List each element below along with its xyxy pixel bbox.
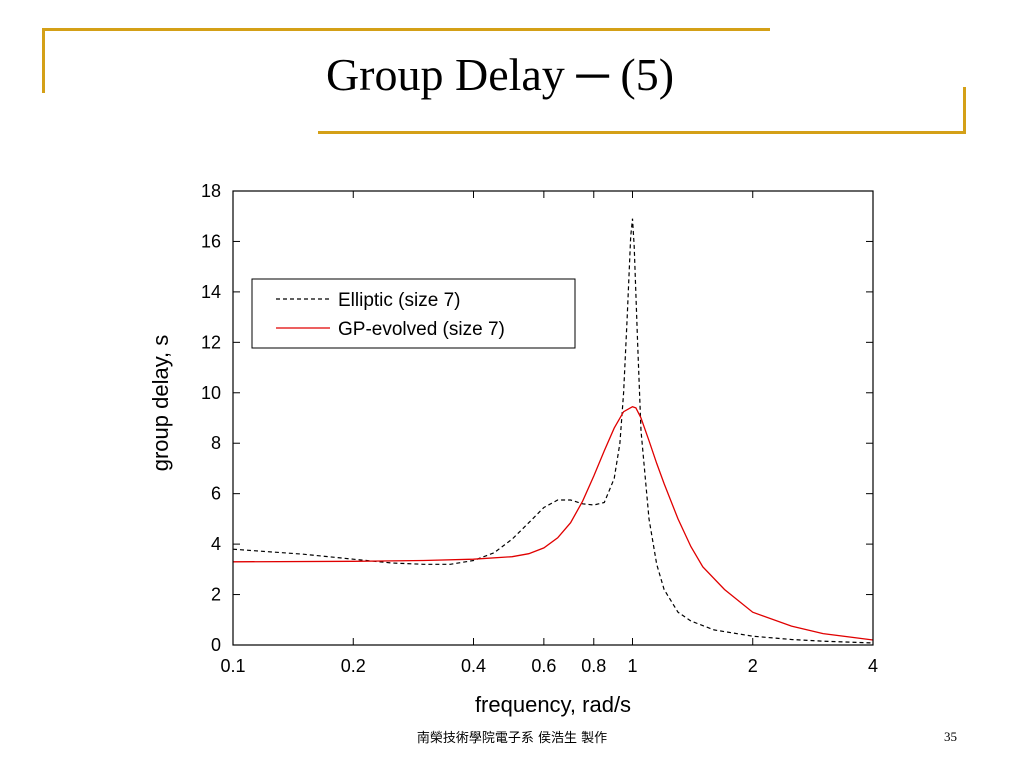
frame-right-line: [963, 87, 966, 134]
y-tick-label: 8: [211, 433, 221, 453]
x-tick-label: 0.1: [220, 656, 245, 676]
x-tick-label: 0.6: [531, 656, 556, 676]
plot-frame: [232, 190, 874, 646]
x-axis-label: frequency, rad/s: [475, 692, 631, 717]
x-tick-label: 0.8: [581, 656, 606, 676]
footer-text: 南榮技術學院電子系 侯浩生 製作: [416, 731, 608, 746]
frame-top-line: [42, 28, 770, 31]
y-tick-label: 4: [211, 534, 221, 554]
y-tick-label: 0: [211, 635, 221, 655]
y-tick-label: 6: [211, 484, 221, 504]
y-tick-label: 18: [201, 181, 221, 201]
x-tick-label: 2: [748, 656, 758, 676]
frame-bottom-line: [318, 131, 966, 134]
series-line-1: [232, 405, 874, 641]
y-tick-label: 12: [201, 332, 221, 352]
x-tick-label: 0.2: [341, 656, 366, 676]
page-number: 35: [944, 729, 957, 744]
legend-box: [251, 278, 576, 349]
y-axis-label: group delay, s: [148, 335, 173, 472]
y-tick-label: 14: [201, 282, 221, 302]
legend: Elliptic (size 7) GP-evolved (size 7): [251, 278, 576, 349]
y-tick-label: 16: [201, 231, 221, 251]
y-tick-label: 10: [201, 383, 221, 403]
x-tick-label: 0.4: [461, 656, 486, 676]
legend-label-elliptic: Elliptic (size 7): [338, 290, 460, 311]
x-tick-label: 4: [868, 656, 878, 676]
legend-label-gp-evolved: GP-evolved (size 7): [338, 319, 505, 340]
y-tick-label: 2: [211, 585, 221, 605]
x-tick-label: 1: [627, 656, 637, 676]
frame-left-line: [42, 28, 45, 93]
series-line-0: [232, 218, 874, 644]
slide-title: Group Delay ─ (5): [325, 49, 675, 100]
